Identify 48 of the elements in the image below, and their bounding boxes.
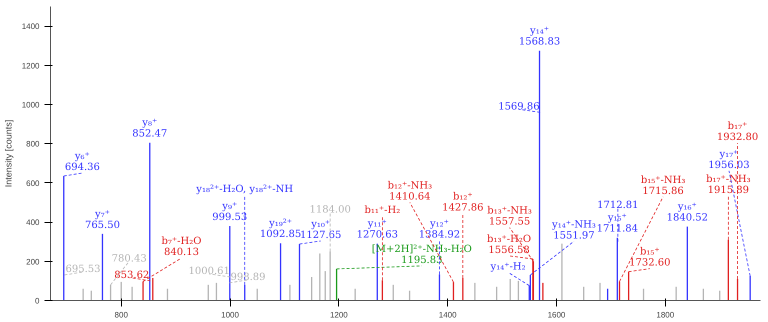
annotation: y₁₈²⁺-H₂O, y₁₈²⁺-NH bbox=[195, 184, 294, 195]
annotation: 695.53 bbox=[65, 264, 100, 275]
annotation: y₁₂⁺ 1384.92 bbox=[418, 218, 460, 241]
annotation: y₁₇⁺ 1956.03 bbox=[708, 148, 750, 171]
y-axis-title: Intensity [counts] bbox=[4, 120, 14, 188]
x-tick-label: 1600 bbox=[548, 310, 566, 320]
annotation: b₁₂⁺ 1427.86 bbox=[442, 192, 484, 214]
x-tick-label: 1200 bbox=[330, 310, 348, 320]
annotation: y₁₄⁺ 1568.83 bbox=[518, 26, 560, 48]
annotation: b₁₇⁺-NH₃ 1915.89 bbox=[706, 174, 751, 196]
annotation: b₁₂⁺-NH₃ 1410.64 bbox=[388, 180, 432, 202]
y-tick-label: 800 bbox=[26, 140, 40, 149]
annotation: y₁₄⁺-NH₃ 1551.97 bbox=[551, 219, 596, 242]
annotation: b₁₅⁺-NH₃ 1715.86 bbox=[640, 174, 686, 197]
x-tick-label: 1800 bbox=[656, 310, 675, 320]
y-tick-label: 400 bbox=[26, 218, 40, 228]
annotation: b₁₅⁺ 1732.60 bbox=[629, 246, 671, 269]
annotation: b₁₃⁺-NH₃ 1557.55 bbox=[487, 206, 532, 228]
annotation: 1712.81 bbox=[597, 200, 639, 212]
annotation: y₁₅⁺ 1711.84 bbox=[596, 212, 638, 235]
annotation: 1184.00 bbox=[309, 204, 351, 216]
annotation: b₇⁺-H₂O 840.13 bbox=[161, 236, 202, 258]
x-tick-label: 1400 bbox=[438, 310, 458, 320]
annotation: y₁₉²⁺ 1092.85 bbox=[260, 218, 302, 240]
annotation: y₇⁺ 765.50 bbox=[84, 208, 120, 231]
y-tick-label: 200 bbox=[26, 257, 40, 266]
annotation: y₁₁⁺ 1270.63 bbox=[356, 218, 398, 241]
annotation: 780.43 bbox=[112, 253, 147, 264]
x-tick-label: 1000 bbox=[221, 310, 240, 320]
annotation: 1569.86 bbox=[498, 101, 540, 112]
annotation: 853.62 bbox=[114, 270, 150, 281]
annotation: b₁₇⁺ 1932.80 bbox=[716, 121, 758, 144]
annotation: b₁₁⁺-H₂ bbox=[364, 205, 400, 216]
annotation: y₁₄⁺-H₂ bbox=[490, 261, 526, 272]
y-tick-label: 1200 bbox=[22, 61, 40, 70]
annotation: 998.89 bbox=[230, 272, 266, 283]
annotation: b₁₃⁺-H₂O 1556.58 bbox=[487, 234, 532, 256]
y-tick-label: 0 bbox=[35, 296, 40, 306]
annotation: y₉⁺ 999.53 bbox=[212, 200, 248, 223]
y-tick-label: 1000 bbox=[22, 100, 40, 110]
annotation: y₁₀⁺ 1127.65 bbox=[300, 218, 342, 241]
x-tick-label: 800 bbox=[114, 310, 128, 320]
annotation: y₈⁺ 852.47 bbox=[132, 118, 168, 140]
annotation: y₆⁺ 694.36 bbox=[64, 150, 100, 173]
y-tick-label: 600 bbox=[26, 178, 40, 188]
annotation: 1000.61 bbox=[188, 266, 230, 277]
y-tick-label: 1400 bbox=[22, 22, 40, 32]
annotation: y₁₆⁺ 1840.52 bbox=[666, 202, 708, 224]
